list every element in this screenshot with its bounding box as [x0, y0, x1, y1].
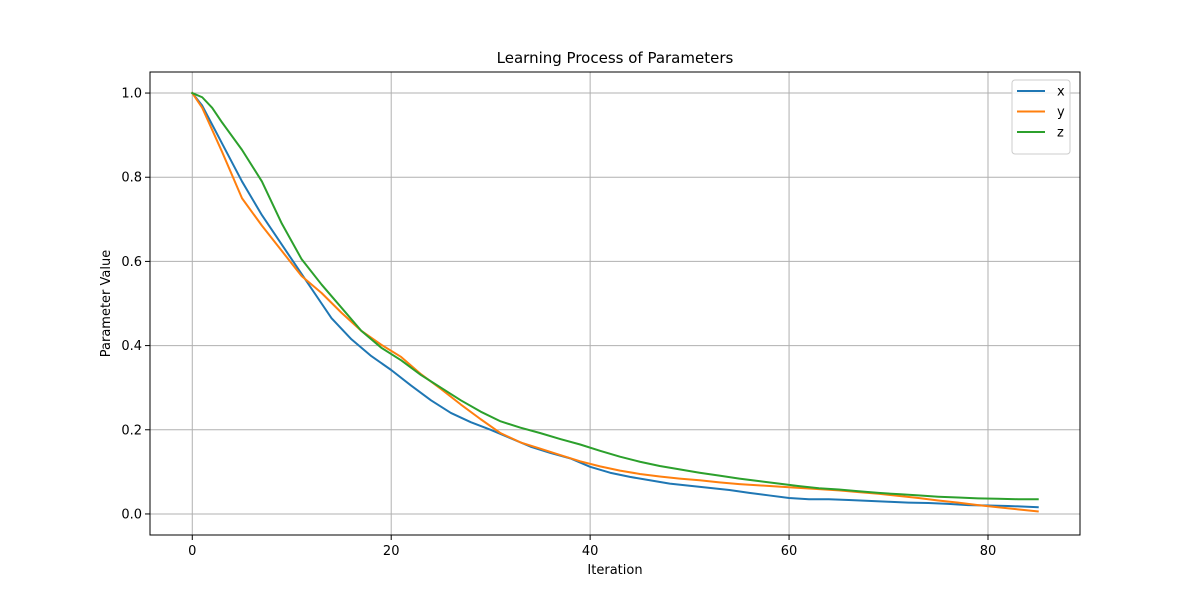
legend-box — [1011, 79, 1071, 155]
series-lines — [190, 91, 1039, 513]
x-tick-label: 40 — [582, 544, 599, 559]
y-tick-label: 1.0 — [121, 87, 142, 102]
y-tick-label: 0.6 — [121, 255, 142, 270]
x-axis-label: Iteration — [587, 563, 642, 578]
plot-frame — [149, 71, 1081, 536]
x-axis-ticks: 0 20 40 60 80 — [188, 535, 996, 559]
legend-label-y: y — [1057, 105, 1065, 120]
y-axis-label: Parameter Value — [99, 250, 114, 357]
y-tick-label: 0.2 — [121, 423, 142, 438]
y-tick-label: 0.4 — [121, 339, 142, 354]
legend-items: xyz — [1017, 85, 1065, 141]
y-tick-label: 0.0 — [121, 507, 142, 522]
legend-label-z: z — [1057, 126, 1064, 141]
series-line-z — [190, 91, 1039, 501]
y-tick-label: 0.8 — [121, 171, 142, 186]
x-tick-label: 20 — [383, 544, 400, 559]
y-axis-ticks: 0.0 0.2 0.4 0.6 0.8 1.0 — [121, 87, 150, 522]
x-tick-label: 60 — [781, 544, 798, 559]
x-tick-label: 80 — [980, 544, 997, 559]
series-line-x — [190, 91, 1039, 509]
chart-title: Learning Process of Parameters — [497, 49, 734, 67]
legend: xyz — [1011, 79, 1071, 155]
grid — [150, 72, 1080, 535]
x-tick-label: 0 — [188, 544, 196, 559]
legend-label-x: x — [1057, 85, 1065, 100]
series-line-y — [190, 91, 1039, 513]
